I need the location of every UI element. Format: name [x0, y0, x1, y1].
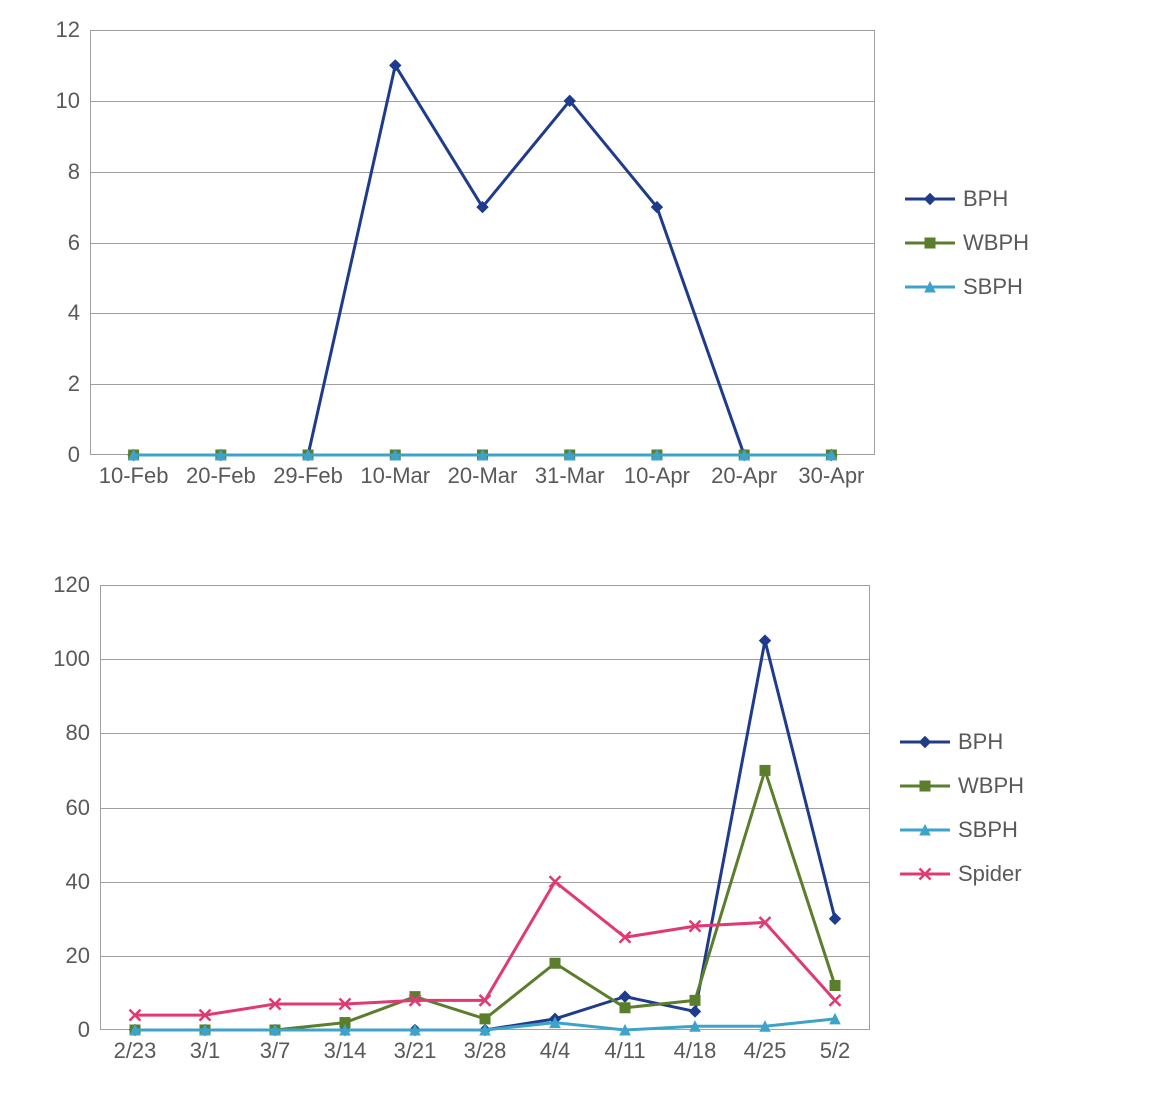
- series-marker-spider: [830, 995, 841, 1006]
- legend-swatch: [900, 776, 950, 796]
- y-tick-label: 20: [66, 943, 100, 969]
- legend-label: Spider: [958, 861, 1022, 887]
- y-tick-label: 4: [68, 300, 90, 326]
- page: 02468101210-Feb20-Feb29-Feb10-Mar20-Mar3…: [0, 0, 1165, 1115]
- legend-label: BPH: [963, 186, 1008, 212]
- chart-1: 02468101210-Feb20-Feb29-Feb10-Mar20-Mar3…: [90, 30, 1029, 455]
- y-tick-label: 10: [56, 88, 90, 114]
- series-marker-wbph: [480, 1014, 490, 1024]
- series-marker-bph: [690, 1006, 701, 1017]
- y-tick-label: 0: [68, 442, 90, 468]
- x-tick-label: 4/25: [744, 1030, 787, 1064]
- series-line-spider: [135, 882, 835, 1016]
- chart-2-legend: BPH WBPH SBPH Spider: [900, 729, 1024, 887]
- series-marker-wbph: [690, 995, 700, 1005]
- series-marker-bph: [760, 635, 771, 646]
- chart-1-legend: BPH WBPH SBPH: [905, 186, 1029, 300]
- legend-swatch: [905, 189, 955, 209]
- x-tick-label: 5/2: [820, 1030, 851, 1064]
- chart-2: 0204060801001202/233/13/73/143/213/284/4…: [100, 585, 1024, 1030]
- y-tick-label: 0: [78, 1017, 100, 1043]
- chart-2-plot: 0204060801001202/233/13/73/143/213/284/4…: [100, 585, 870, 1030]
- x-tick-label: 4/4: [540, 1030, 571, 1064]
- series-marker-wbph: [760, 765, 770, 775]
- legend-swatch: [900, 732, 950, 752]
- legend-item-wbph: WBPH: [905, 230, 1029, 256]
- series-marker-wbph: [550, 958, 560, 968]
- series-marker-wbph: [830, 981, 840, 991]
- legend-item-spider: Spider: [900, 861, 1024, 887]
- y-tick-label: 6: [68, 230, 90, 256]
- legend-label: SBPH: [963, 274, 1023, 300]
- series-marker-bph: [620, 991, 631, 1002]
- legend-item-sbph: SBPH: [900, 817, 1024, 843]
- series-line-bph: [134, 65, 832, 455]
- x-tick-label: 4/18: [674, 1030, 717, 1064]
- y-tick-label: 80: [66, 720, 100, 746]
- series-line-wbph: [135, 770, 835, 1030]
- y-tick-label: 12: [56, 17, 90, 43]
- y-tick-label: 8: [68, 159, 90, 185]
- series-svg: [90, 30, 875, 455]
- legend-label: SBPH: [958, 817, 1018, 843]
- legend-swatch: [900, 820, 950, 840]
- legend-item-sbph: SBPH: [905, 274, 1029, 300]
- series-marker-bph: [830, 913, 841, 924]
- legend-label: WBPH: [963, 230, 1029, 256]
- legend-swatch: [905, 277, 955, 297]
- legend-item-bph: BPH: [900, 729, 1024, 755]
- series-marker-wbph: [620, 1003, 630, 1013]
- legend-label: BPH: [958, 729, 1003, 755]
- series-line-bph: [135, 641, 835, 1030]
- series-marker-spider: [550, 876, 561, 887]
- y-tick-label: 120: [53, 572, 100, 598]
- chart-1-plot: 02468101210-Feb20-Feb29-Feb10-Mar20-Mar3…: [90, 30, 875, 455]
- legend-label: WBPH: [958, 773, 1024, 799]
- legend-item-wbph: WBPH: [900, 773, 1024, 799]
- legend-item-bph: BPH: [905, 186, 1029, 212]
- y-tick-label: 40: [66, 869, 100, 895]
- series-svg: [100, 585, 870, 1030]
- y-tick-label: 60: [66, 795, 100, 821]
- y-tick-label: 100: [53, 646, 100, 672]
- legend-swatch: [905, 233, 955, 253]
- legend-swatch: [900, 864, 950, 884]
- y-tick-label: 2: [68, 371, 90, 397]
